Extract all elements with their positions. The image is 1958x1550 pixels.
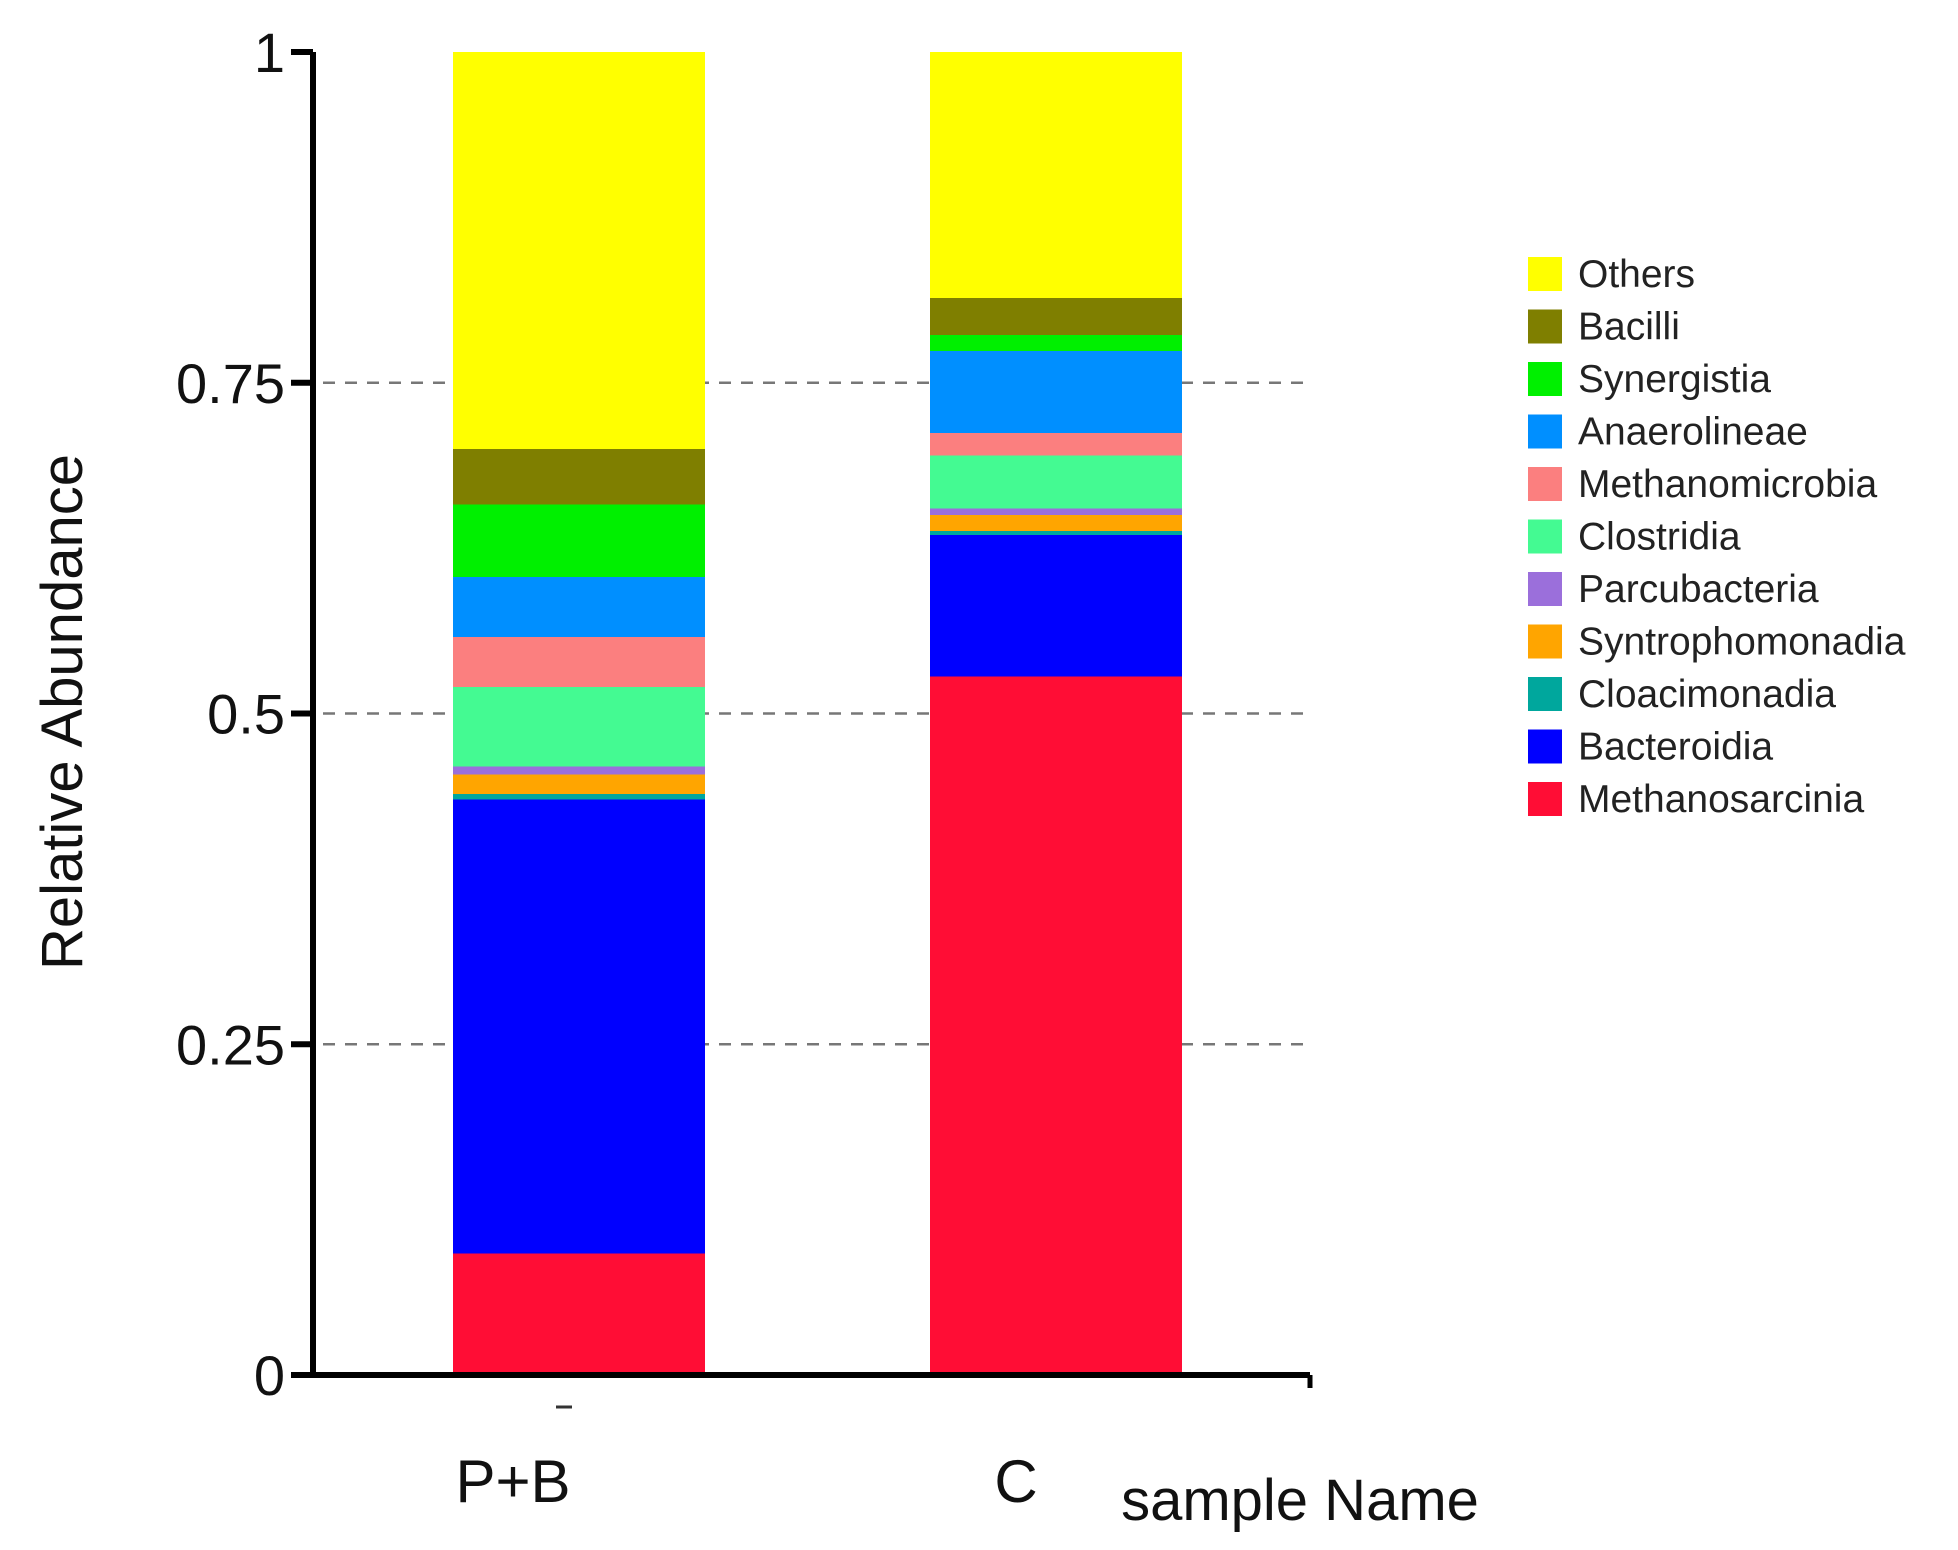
y-tick-label: 0.75 [176, 352, 285, 415]
y-tick-label: 0.25 [176, 1013, 285, 1076]
bar-segment-others [930, 52, 1182, 299]
bar-segment-cloacimonadia [453, 794, 705, 800]
bar-segment-anaerolineae [453, 577, 705, 637]
bar-segment-parcubacteria [453, 766, 705, 775]
bar-segment-bacilli [453, 448, 705, 505]
legend-swatch [1528, 729, 1562, 764]
y-tick-label: 0.5 [207, 683, 285, 746]
legend-label: Cloacimonadia [1578, 673, 1836, 716]
legend-swatch [1528, 519, 1562, 554]
bar-segment-cloacimonadia [930, 530, 1182, 535]
bar-segment-others [453, 52, 705, 449]
legend-swatch [1528, 257, 1562, 291]
legend-label: Synergistia [1578, 358, 1771, 401]
legend-label: Clostridia [1578, 516, 1741, 559]
legend-label: Anaerolineae [1578, 411, 1808, 454]
legend-label: Bacteroidia [1578, 726, 1773, 769]
bar-segment-synergistia [453, 504, 705, 578]
bar-segment-clostridia [930, 455, 1182, 509]
legend-label: Others [1578, 253, 1695, 296]
legend-label: Methanosarcinia [1578, 778, 1864, 821]
legend-swatch [1528, 677, 1562, 711]
bar-segment-methanomicrobia [930, 433, 1182, 456]
y-ticks: 0 0.25 0.5 0.75 1 [176, 21, 313, 1407]
legend-swatch [1528, 414, 1562, 449]
bars [453, 52, 1182, 1375]
bar-segment-bacteroidia [453, 799, 705, 1254]
bar-segment-methanosarcinia [930, 676, 1182, 1375]
x-axis-title: sample Name [1121, 1468, 1479, 1533]
legend-swatch [1528, 782, 1562, 816]
bar-segment-anaerolineae [930, 350, 1182, 434]
x-tick-label: C [994, 1448, 1037, 1515]
legend-label: Syntrophomonadia [1578, 621, 1906, 664]
y-tick-label: 1 [254, 21, 285, 84]
y-tick-label: 0 [254, 1344, 285, 1407]
x-tick-labels: P+B C [455, 1375, 1313, 1515]
legend-swatch [1528, 309, 1562, 344]
legend-label: Bacilli [1578, 306, 1680, 349]
bar-segment-syntrophomonadia [930, 515, 1182, 531]
bar-segment-bacteroidia [930, 534, 1182, 677]
legend-swatch [1528, 572, 1562, 606]
bar-segment-bacilli [930, 298, 1182, 336]
bar-segment-methanosarcinia [453, 1253, 705, 1375]
bar-segment-clostridia [453, 687, 705, 767]
y-axis-title: Relative Abundance [30, 454, 95, 970]
legend-swatch [1528, 467, 1562, 501]
x-tick-label: P+B [455, 1448, 570, 1515]
bar-segment-synergistia [930, 335, 1182, 351]
legend-swatch [1528, 624, 1562, 659]
bar-segment-syntrophomonadia [453, 774, 705, 795]
bar-segment-parcubacteria [930, 508, 1182, 516]
legend-label: Parcubacteria [1578, 568, 1819, 611]
legend-label: Methanomicrobia [1578, 463, 1877, 506]
bar-segment-methanomicrobia [453, 636, 705, 688]
legend-swatch [1528, 362, 1562, 396]
legend: Others Bacilli Synergistia Anaerolineae Meth… [1528, 253, 1906, 821]
